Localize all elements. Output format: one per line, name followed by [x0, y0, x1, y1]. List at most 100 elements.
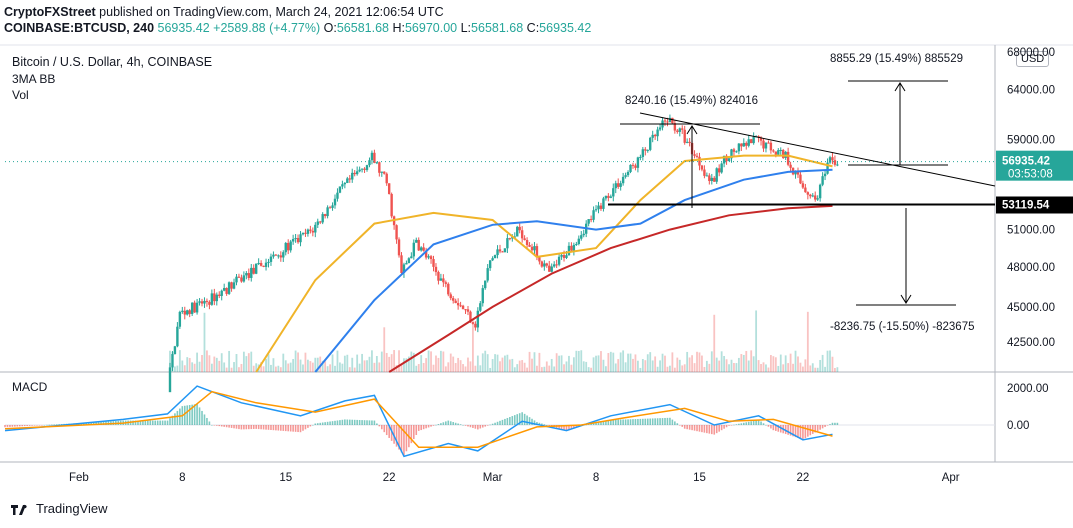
- macd-histogram-bar: [203, 414, 206, 425]
- volume-bar: [646, 354, 649, 372]
- macd-histogram-bar: [331, 421, 334, 425]
- macd-histogram-bar: [610, 419, 612, 425]
- volume-bar: [590, 367, 593, 372]
- candle-body: [272, 254, 275, 257]
- volume-bar: [215, 357, 218, 372]
- macd-histogram-bar: [536, 422, 538, 425]
- macd-histogram-bar: [351, 419, 354, 425]
- candle-body: [464, 309, 467, 311]
- macd-histogram-bar: [819, 425, 821, 430]
- candle-body: [264, 262, 268, 267]
- candle-body: [496, 249, 499, 256]
- volume-bar: [789, 353, 792, 372]
- candle-body: [587, 219, 590, 224]
- macd-histogram-bar: [743, 422, 745, 425]
- macd-histogram-bar: [287, 425, 290, 432]
- volume-bar: [494, 354, 496, 372]
- candle-body: [289, 241, 292, 251]
- macd-histogram-bar: [4, 425, 6, 428]
- macd-histogram-bar: [174, 413, 176, 425]
- candle-body: [782, 149, 785, 158]
- macd-histogram-bar: [208, 421, 211, 425]
- vol-indicator-label[interactable]: Vol: [12, 88, 29, 102]
- candle-body: [434, 266, 438, 273]
- macd-line: [4, 390, 833, 448]
- candle-body: [575, 243, 578, 245]
- volume-bar: [462, 364, 464, 372]
- macd-histogram-bar: [784, 425, 787, 435]
- height-arrow-head: [686, 125, 698, 135]
- candle-body: [279, 255, 283, 258]
- candle-body: [230, 282, 233, 289]
- volume-bar: [331, 354, 334, 372]
- macd-histogram-bar: [265, 425, 267, 430]
- candle-body: [789, 164, 792, 168]
- volume-bar: [299, 359, 302, 372]
- macd-histogram-bar: [696, 425, 698, 432]
- volume-bar: [560, 355, 563, 372]
- macd-histogram-bar: [585, 424, 587, 426]
- macd-histogram-bar: [23, 425, 26, 427]
- volume-bar: [188, 357, 191, 372]
- candle-body: [237, 276, 241, 278]
- macd-histogram-bar: [607, 420, 610, 425]
- volume-bar: [829, 350, 831, 372]
- macd-histogram-bar: [385, 425, 388, 436]
- macd-histogram-bar: [363, 420, 366, 425]
- candle-body: [737, 143, 741, 152]
- x-tick-label: 8: [593, 472, 599, 484]
- candle-body: [503, 248, 507, 253]
- candle-body: [360, 168, 364, 170]
- volume-bar: [511, 358, 514, 372]
- candle-body: [826, 162, 829, 174]
- volume-bar: [373, 362, 376, 372]
- currency-badge[interactable]: USD: [1016, 51, 1050, 67]
- volume-bar: [639, 367, 642, 372]
- macd-histogram-bar: [646, 418, 649, 425]
- macd-histogram-bar: [36, 425, 38, 426]
- macd-histogram-bar: [321, 422, 324, 425]
- volume-bar: [292, 359, 295, 372]
- volume-bar: [600, 351, 602, 372]
- candle-body: [774, 151, 778, 155]
- candle-body: [370, 152, 374, 161]
- volume-bar: [198, 361, 201, 372]
- ma-indicator-label[interactable]: 3MA BB: [12, 72, 56, 86]
- macd-histogram-bar: [659, 418, 661, 425]
- volume-bar: [587, 367, 590, 372]
- macd-histogram-bar: [484, 425, 487, 427]
- volume-bar: [624, 362, 627, 372]
- macd-histogram-bar: [6, 425, 9, 428]
- macd-histogram-bar: [220, 425, 223, 427]
- volume-bar: [669, 365, 671, 372]
- volume-bar: [393, 350, 396, 372]
- macd-histogram-bar: [738, 423, 740, 425]
- macd-histogram-bar: [442, 422, 445, 425]
- macd-indicator-label[interactable]: MACD: [12, 380, 48, 394]
- candle-body: [801, 183, 805, 188]
- volume-bar: [398, 350, 400, 372]
- candle-body: [508, 238, 512, 240]
- macd-histogram-bar: [260, 425, 262, 430]
- volume-bar: [240, 363, 243, 372]
- macd-histogram-bar: [26, 425, 28, 426]
- volume-bar: [174, 366, 176, 372]
- macd-histogram-bar: [53, 424, 56, 425]
- candle-body: [355, 171, 359, 175]
- volume-bar: [504, 355, 506, 372]
- macd-histogram-bar: [548, 425, 551, 426]
- candle-body: [274, 254, 278, 256]
- volume-bar: [329, 364, 331, 372]
- volume-bar: [242, 351, 245, 372]
- candle-body: [644, 149, 647, 151]
- candle-body: [518, 226, 521, 231]
- candle-body: [333, 198, 337, 206]
- macd-histogram-bar: [715, 425, 718, 434]
- candle-body: [259, 262, 263, 266]
- tradingview-logo[interactable]: TradingView: [10, 501, 108, 516]
- macd-histogram-bar: [445, 421, 447, 425]
- volume-bar: [762, 362, 765, 372]
- macd-histogram-bar: [289, 425, 292, 432]
- volume-bar: [412, 352, 415, 372]
